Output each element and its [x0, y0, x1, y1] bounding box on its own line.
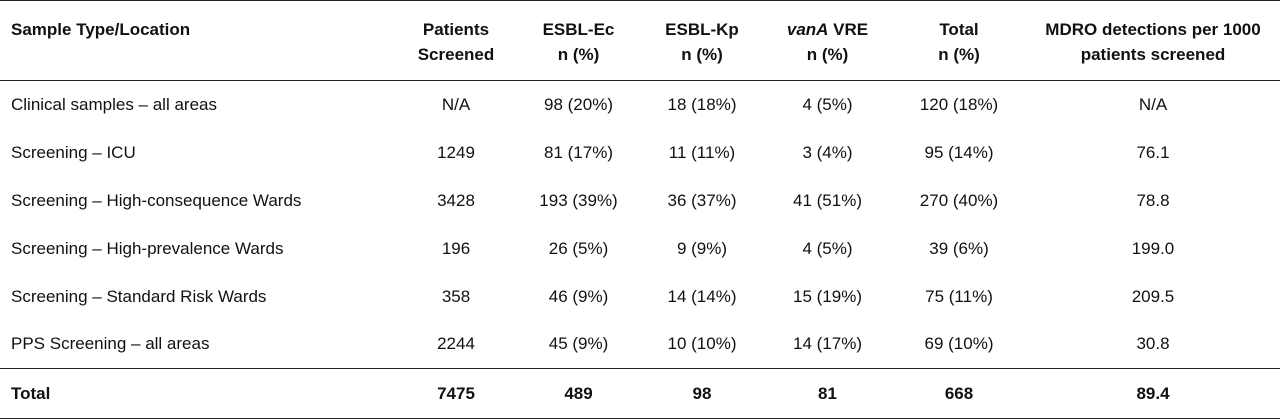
cell-esbl-kp: 14 (14%) — [667, 286, 737, 306]
cell-vre: 15 (19%) — [793, 286, 862, 306]
header-vre-line1: vanA VRE — [764, 17, 891, 42]
header-sample-type: Sample Type/Location — [0, 0, 396, 81]
cell-vre: 3 (4%) — [802, 142, 853, 162]
header-esbl-ec-line2: n (%) — [557, 45, 600, 64]
cell-per1000: 30.8 — [1136, 334, 1170, 354]
header-patients-screened: Patients Screened — [396, 0, 516, 81]
cell-location: Screening – High-consequence Wards — [11, 190, 302, 210]
header-esbl-kp-line2: n (%) — [681, 45, 723, 64]
cell-patients: 196 — [441, 238, 471, 258]
total-vre: 81 — [763, 368, 892, 419]
header-total: Total n (%) — [892, 0, 1026, 81]
cell-esbl-ec: 46 (9%) — [548, 286, 609, 306]
header-sample-type-label: Sample Type/Location — [11, 20, 191, 39]
cell-per1000: 209.5 — [1131, 286, 1175, 306]
header-esbl-ec-line1: ESBL-Ec — [542, 20, 615, 39]
total-total: 668 — [892, 368, 1026, 419]
cell-vre: 4 (5%) — [802, 95, 853, 115]
cell-esbl-kp: 9 (9%) — [676, 238, 728, 258]
cell-total: 270 (40%) — [919, 190, 999, 210]
header-mdro-line2: patients screened — [1080, 45, 1226, 64]
cell-total: 69 (10%) — [924, 334, 994, 354]
cell-vre: 4 (5%) — [802, 238, 853, 258]
cell-esbl-kp: 11 (11%) — [668, 142, 736, 162]
cell-patients: 1249 — [437, 142, 475, 162]
cell-location: PPS Screening – all areas — [11, 334, 210, 354]
cell-per1000: 78.8 — [1136, 190, 1170, 210]
cell-esbl-ec: 45 (9%) — [548, 334, 609, 354]
cell-patients: 2244 — [437, 334, 475, 354]
header-vre-italic: vanA — [786, 20, 829, 39]
cell-total: 39 (6%) — [929, 238, 989, 258]
cell-location: Screening – High-prevalence Wards — [11, 238, 284, 258]
cell-per1000: 76.1 — [1136, 142, 1170, 162]
header-vre-rest: VRE — [828, 20, 869, 39]
cell-total: 120 (18%) — [919, 95, 999, 115]
table-row: Clinical samples – all areas N/A 98 (20%… — [0, 81, 1280, 129]
header-row: Sample Type/Location Patients Screened E… — [0, 0, 1280, 81]
cell-esbl-kp: 36 (37%) — [667, 190, 737, 210]
table-header: Sample Type/Location Patients Screened E… — [0, 0, 1280, 81]
header-vana-vre: vanA VRE n (%) — [763, 0, 892, 81]
total-row: Total 7475 489 98 81 668 89.4 — [0, 368, 1280, 419]
cell-per1000: N/A — [1138, 95, 1168, 115]
header-patients-line1: Patients — [422, 20, 490, 39]
cell-esbl-ec: 26 (5%) — [548, 238, 609, 258]
cell-total: 95 (14%) — [924, 142, 994, 162]
header-total-line2: n (%) — [938, 45, 980, 64]
table-row: Screening – Standard Risk Wards 358 46 (… — [0, 273, 1280, 321]
cell-esbl-ec: 98 (20%) — [544, 95, 613, 115]
table-row: Screening – ICU 1249 81 (17%) 11 (11%) 3… — [0, 129, 1280, 177]
total-patients: 7475 — [396, 368, 516, 419]
header-mdro-per-1000: MDRO detections per 1000 patients screen… — [1026, 0, 1280, 81]
cell-location: Clinical samples – all areas — [11, 95, 217, 115]
header-mdro-line1: MDRO detections per 1000 — [1045, 20, 1261, 39]
cell-vre: 14 (17%) — [793, 334, 862, 354]
header-esbl-kp-line1: ESBL-Kp — [665, 20, 739, 39]
cell-esbl-ec: 81 (17%) — [544, 142, 613, 162]
table-row: PPS Screening – all areas 2244 45 (9%) 1… — [0, 321, 1280, 369]
header-total-line1: Total — [939, 20, 979, 39]
header-patients-line2: Screened — [417, 45, 495, 64]
cell-location: Screening – Standard Risk Wards — [11, 286, 267, 306]
header-esbl-kp: ESBL-Kp n (%) — [641, 0, 763, 81]
cell-esbl-ec: 193 (39%) — [539, 190, 618, 210]
table-row: Screening – High-consequence Wards 3428 … — [0, 177, 1280, 225]
table-body: Clinical samples – all areas N/A 98 (20%… — [0, 81, 1280, 369]
table-row: Screening – High-prevalence Wards 196 26… — [0, 225, 1280, 273]
table-footer: Total 7475 489 98 81 668 89.4 — [0, 368, 1280, 419]
total-esbl-ec: 489 — [516, 368, 641, 419]
cell-location: Screening – ICU — [11, 142, 136, 162]
cell-per1000: 199.0 — [1131, 238, 1175, 258]
header-esbl-ec: ESBL-Ec n (%) — [516, 0, 641, 81]
cell-total: 75 (11%) — [925, 286, 993, 306]
cell-patients: 3428 — [437, 190, 475, 210]
header-vre-line2: n (%) — [806, 45, 849, 64]
cell-patients: N/A — [441, 95, 471, 115]
total-esbl-kp: 98 — [641, 368, 763, 419]
cell-vre: 41 (51%) — [793, 190, 862, 210]
cell-esbl-kp: 18 (18%) — [667, 95, 737, 115]
cell-esbl-kp: 10 (10%) — [667, 334, 737, 354]
total-label: Total — [0, 368, 396, 419]
cell-patients: 358 — [441, 286, 471, 306]
total-per1000: 89.4 — [1026, 368, 1280, 419]
